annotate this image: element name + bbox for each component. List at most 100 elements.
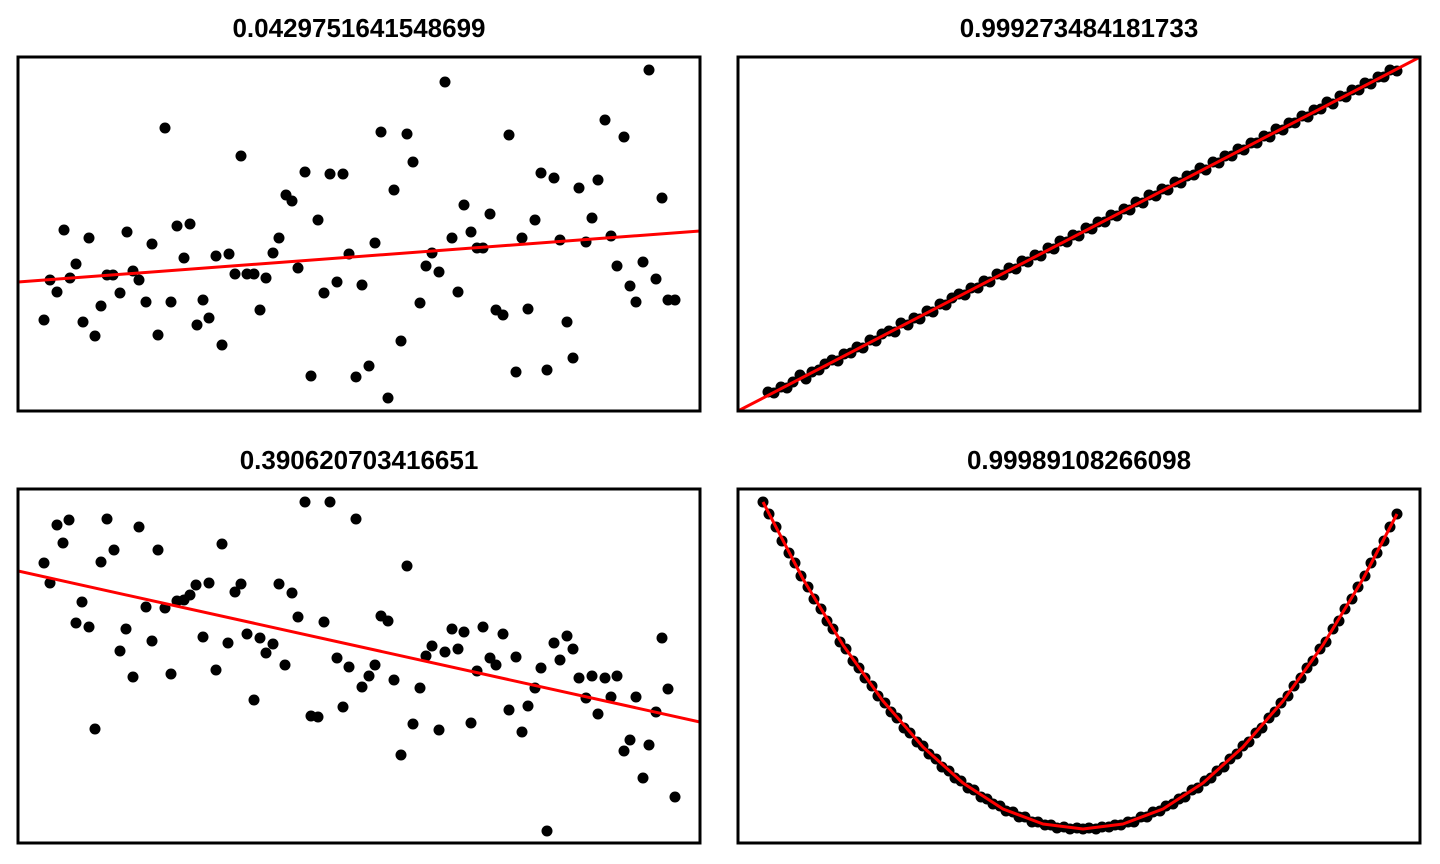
point bbox=[44, 577, 56, 589]
point bbox=[337, 168, 349, 180]
point bbox=[223, 248, 235, 260]
point bbox=[299, 166, 311, 178]
point bbox=[95, 556, 107, 568]
point bbox=[624, 734, 636, 746]
point bbox=[203, 312, 215, 324]
point bbox=[388, 184, 400, 196]
panel-frame bbox=[736, 55, 1422, 413]
point bbox=[197, 294, 209, 306]
point bbox=[407, 156, 419, 168]
plot-area bbox=[757, 496, 1403, 835]
point bbox=[561, 630, 573, 642]
point bbox=[318, 287, 330, 299]
point bbox=[662, 683, 674, 695]
point bbox=[567, 643, 579, 655]
point bbox=[484, 208, 496, 220]
point bbox=[426, 640, 438, 652]
point bbox=[535, 167, 547, 179]
point bbox=[567, 352, 579, 364]
point bbox=[1218, 761, 1230, 773]
point bbox=[267, 638, 279, 650]
point bbox=[541, 825, 553, 837]
fit-line bbox=[738, 57, 1420, 411]
point bbox=[561, 316, 573, 328]
point bbox=[369, 237, 381, 249]
point bbox=[510, 366, 522, 378]
point bbox=[83, 621, 95, 633]
point bbox=[305, 370, 317, 382]
point bbox=[669, 294, 681, 306]
point bbox=[216, 538, 228, 550]
point bbox=[637, 772, 649, 784]
point bbox=[592, 174, 604, 186]
point bbox=[605, 691, 617, 703]
point bbox=[516, 726, 528, 738]
point bbox=[273, 232, 285, 244]
point bbox=[152, 544, 164, 556]
fit-line bbox=[18, 229, 700, 284]
point bbox=[57, 537, 69, 549]
point bbox=[363, 670, 375, 682]
point bbox=[669, 791, 681, 803]
point bbox=[465, 717, 477, 729]
point bbox=[133, 274, 145, 286]
point bbox=[637, 256, 649, 268]
point bbox=[38, 314, 50, 326]
point bbox=[446, 232, 458, 244]
point bbox=[210, 664, 222, 676]
point bbox=[159, 122, 171, 134]
point bbox=[229, 586, 241, 598]
point bbox=[58, 224, 70, 236]
point bbox=[573, 672, 585, 684]
point bbox=[414, 682, 426, 694]
fit-line bbox=[761, 501, 1399, 831]
point bbox=[165, 296, 177, 308]
point bbox=[573, 182, 585, 194]
point bbox=[165, 668, 177, 680]
point bbox=[446, 623, 458, 635]
point bbox=[312, 214, 324, 226]
point bbox=[599, 114, 611, 126]
point bbox=[140, 601, 152, 613]
point bbox=[279, 659, 291, 671]
point bbox=[248, 694, 260, 706]
point bbox=[426, 247, 438, 259]
point bbox=[618, 745, 630, 757]
point bbox=[497, 309, 509, 321]
point bbox=[324, 496, 336, 508]
point bbox=[171, 220, 183, 232]
point bbox=[114, 645, 126, 657]
point bbox=[388, 674, 400, 686]
point bbox=[592, 708, 604, 720]
panel-title: 0.390620703416651 bbox=[240, 445, 479, 475]
point bbox=[465, 226, 477, 238]
point bbox=[599, 672, 611, 684]
point bbox=[401, 128, 413, 140]
point bbox=[618, 131, 630, 143]
plot-area bbox=[18, 496, 700, 837]
point bbox=[382, 615, 394, 627]
point bbox=[235, 150, 247, 162]
point bbox=[337, 701, 349, 713]
point bbox=[210, 250, 222, 262]
point bbox=[420, 650, 432, 662]
point bbox=[510, 651, 522, 663]
point bbox=[312, 711, 324, 723]
point bbox=[458, 626, 470, 638]
plot-area bbox=[738, 57, 1420, 411]
point bbox=[611, 670, 623, 682]
point bbox=[203, 577, 215, 589]
point bbox=[343, 661, 355, 673]
point bbox=[439, 646, 451, 658]
point bbox=[477, 621, 489, 633]
point bbox=[656, 192, 668, 204]
point bbox=[273, 578, 285, 590]
point bbox=[503, 704, 515, 716]
point bbox=[650, 273, 662, 285]
point bbox=[420, 260, 432, 272]
point bbox=[184, 218, 196, 230]
point bbox=[184, 589, 196, 601]
point bbox=[51, 286, 63, 298]
point bbox=[548, 172, 560, 184]
fit-line bbox=[18, 569, 700, 724]
